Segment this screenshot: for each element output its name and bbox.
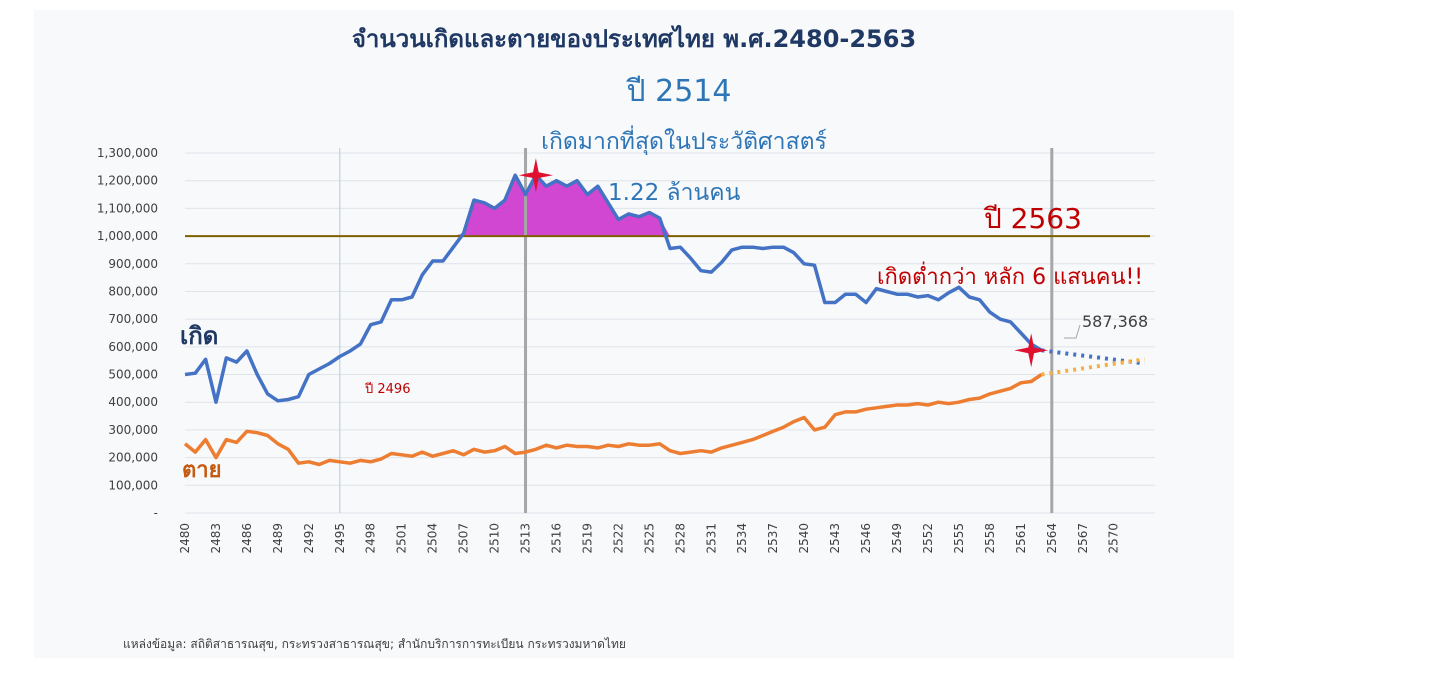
y-tick-label: 500,000 [108, 368, 158, 382]
series-label-deaths: ตาย [182, 458, 222, 483]
x-tick-label: 2486 [240, 523, 254, 554]
x-tick-label: 2561 [1014, 523, 1028, 554]
x-tick-label: 2552 [921, 523, 935, 554]
series-line-1 [183, 373, 1043, 467]
x-tick-label: 2570 [1107, 523, 1121, 554]
x-tick-label: 2531 [704, 523, 718, 554]
y-tick-label: 400,000 [108, 395, 158, 409]
x-tick-label: 2483 [209, 523, 223, 554]
y-tick-label: 700,000 [108, 312, 158, 326]
series-line-0 [184, 173, 1043, 404]
x-tick-label: 2549 [890, 523, 904, 554]
x-tick-label: 2489 [271, 523, 285, 554]
x-tick-label: 2504 [426, 523, 440, 554]
chart-title: จำนวนเกิดและตายของประเทศไทย พ.ศ.2480-256… [352, 24, 916, 53]
x-tick-label: 2501 [395, 523, 409, 554]
x-tick-label: 2507 [457, 523, 471, 554]
series-label-births: เกิด [180, 322, 218, 350]
forecast-line-2 [1041, 348, 1145, 366]
callout-leader-line [1064, 324, 1081, 339]
x-tick-label: 2522 [611, 523, 625, 554]
chart-panel [34, 10, 1234, 658]
x-tick-label: 2564 [1045, 523, 1059, 554]
y-tick-label: 300,000 [108, 423, 158, 437]
star-marker [1014, 333, 1049, 368]
source-note: แหล่งข้อมูล: สถิติสาธารณสุข, กระทรวงสาธา… [123, 637, 626, 652]
x-tick-label: 2528 [673, 523, 687, 554]
x-tick-label: 2480 [178, 523, 192, 554]
x-tick-label: 2558 [983, 523, 997, 554]
annotation-peak-text: เกิดมากที่สุดในประวัติศาสตร์ [541, 125, 827, 155]
x-tick-label: 2492 [302, 523, 316, 554]
annotation-peak-value: 1.22 ล้านคน [608, 180, 741, 206]
highlight-band [453, 175, 670, 237]
x-tick-label: 2534 [735, 523, 749, 554]
annotation-low-text: เกิดต่ำกว่า หลัก 6 แสนคน!! [877, 261, 1143, 290]
forecast-line-3 [1041, 357, 1145, 377]
x-tick-label: 2537 [766, 523, 780, 554]
annotation-year-2514: ปี 2514 [626, 74, 732, 109]
x-tick-label: 2540 [797, 523, 811, 554]
y-tick-label: 1,000,000 [97, 229, 158, 243]
x-tick-label: 2567 [1076, 523, 1090, 554]
x-tick-label: 2543 [828, 523, 842, 554]
annotation-value-2563: 587,368 [1082, 312, 1148, 331]
y-tick-label: 1,200,000 [97, 174, 158, 188]
star-marker [518, 158, 553, 193]
x-tick-label: 2495 [333, 523, 347, 554]
y-tick-label: 600,000 [108, 340, 158, 354]
y-tick-label: 1,300,000 [97, 146, 158, 160]
y-tick-label: 100,000 [108, 478, 158, 492]
x-tick-label: 2519 [580, 523, 594, 554]
x-tick-label: 2498 [364, 523, 378, 554]
x-tick-label: 2546 [859, 523, 873, 554]
annotation-year-2496: ปี 2496 [364, 381, 410, 397]
x-tick-label: 2510 [488, 523, 502, 554]
y-tick-label: 900,000 [108, 257, 158, 271]
x-tick-label: 2525 [642, 523, 656, 554]
y-tick-label: 800,000 [108, 284, 158, 298]
x-tick-label: 2516 [549, 523, 563, 554]
y-tick-label: 200,000 [108, 451, 158, 465]
y-tick-label: 1,100,000 [97, 201, 158, 215]
x-tick-label: 2555 [952, 523, 966, 554]
y-tick-label: - [154, 506, 158, 520]
annotation-year-2563: ปี 2563 [983, 202, 1082, 235]
x-tick-label: 2513 [519, 523, 533, 554]
